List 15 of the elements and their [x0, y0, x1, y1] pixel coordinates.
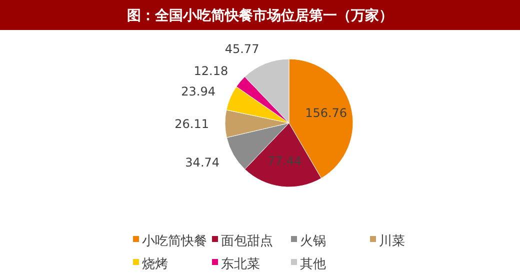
data-label: 23.94: [181, 84, 216, 98]
data-label: 156.76: [305, 106, 348, 120]
data-label: 26.11: [174, 116, 210, 131]
data-label: 34.74: [185, 156, 220, 170]
legend-label: 其他: [300, 257, 326, 272]
data-label: 77.44: [267, 154, 302, 168]
legend-label: 面包甜点: [221, 234, 273, 249]
data-label: 12.18: [194, 64, 228, 78]
chart-title: 图：全国小吃简快餐市场位居第一（万家）: [127, 7, 393, 24]
legend-label: 火锅: [300, 234, 326, 249]
data-label: 45.77: [224, 42, 260, 56]
legend-label: 小吃简快餐: [142, 234, 207, 249]
legend-label: 烧烤: [142, 257, 168, 272]
legend-label: 东北菜: [221, 257, 260, 272]
legend-label: 川菜: [379, 234, 405, 249]
